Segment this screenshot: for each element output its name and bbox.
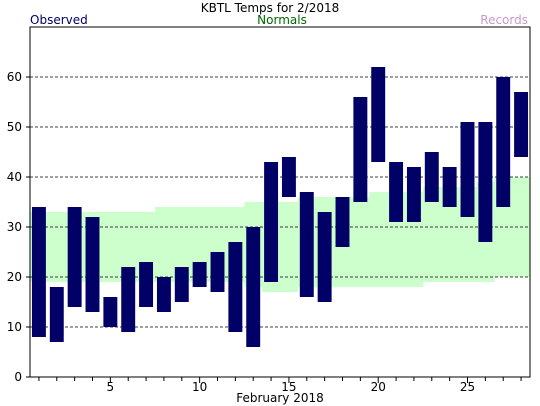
observed-bar-day-18 — [335, 197, 350, 247]
normal-range-day-2 — [47, 212, 67, 282]
observed-bar-day-16 — [299, 192, 314, 297]
x-tick-label-25: 25 — [460, 380, 475, 394]
observed-bar-day-26 — [478, 122, 493, 242]
x-tick-label-5: 5 — [107, 380, 115, 394]
observed-bar-day-22 — [406, 167, 421, 222]
legend-records: Records — [480, 13, 528, 27]
legend-normals: Normals — [257, 13, 307, 27]
observed-bar-day-15 — [281, 157, 296, 197]
observed-bar-day-23 — [424, 152, 439, 202]
observed-bar-day-19 — [353, 97, 368, 202]
observed-bar-day-13 — [246, 227, 261, 347]
observed-bar-day-7 — [139, 262, 154, 307]
y-tick-label-60: 60 — [7, 70, 22, 84]
x-tick-label-15: 15 — [281, 380, 296, 394]
plot-frame — [29, 26, 531, 378]
observed-bar-day-9 — [174, 267, 189, 302]
observed-bar-day-10 — [192, 262, 207, 287]
normal-range-day-20 — [369, 192, 388, 287]
observed-bar-day-1 — [31, 207, 46, 337]
observed-bar-day-8 — [156, 277, 171, 312]
observed-bar-day-2 — [49, 287, 64, 342]
observed-bar-day-20 — [371, 67, 386, 162]
observed-bar-day-6 — [121, 267, 136, 332]
observed-bar-day-3 — [67, 207, 82, 307]
y-tick-label-10: 10 — [7, 320, 22, 334]
observed-bar-day-5 — [103, 297, 118, 327]
y-tick-label-30: 30 — [7, 220, 22, 234]
normal-range-day-6 — [119, 212, 138, 282]
observed-bar-day-21 — [389, 162, 404, 222]
x-tick-label-10: 10 — [192, 380, 207, 394]
observed-bars — [31, 67, 529, 347]
normal-range-day-5 — [101, 212, 120, 282]
chart-title: KBTL Temps for 2/2018 — [201, 1, 340, 15]
normal-range-day-9 — [172, 207, 192, 282]
y-tick-label-20: 20 — [7, 270, 22, 284]
y-tick-label-40: 40 — [7, 170, 22, 184]
x-tick-label-20: 20 — [371, 380, 386, 394]
normal-range-day-19 — [351, 197, 370, 287]
observed-bar-day-12 — [228, 242, 243, 332]
observed-bar-day-4 — [85, 217, 100, 312]
y-tick-label-0: 0 — [14, 370, 22, 384]
y-tick-label-50: 50 — [7, 120, 22, 134]
observed-bar-day-17 — [317, 212, 332, 302]
x-axis-label: February 2018 — [236, 391, 324, 405]
y-axis: 0 10 20 30 40 50 60 — [7, 70, 30, 384]
normal-range-day-23 — [422, 187, 442, 282]
observed-bar-day-28 — [514, 92, 529, 157]
normal-range-day-24 — [440, 187, 460, 282]
observed-bar-day-11 — [210, 252, 225, 292]
observed-bar-day-25 — [460, 122, 475, 217]
legend-observed: Observed — [30, 13, 88, 27]
observed-bar-day-24 — [442, 167, 457, 207]
observed-bar-day-27 — [496, 77, 511, 207]
normal-range-day-8 — [155, 207, 174, 282]
observed-bar-day-14 — [264, 162, 279, 282]
normal-range-day-15 — [280, 202, 299, 292]
x-axis: 5 10 15 20 25 — [38, 377, 522, 394]
